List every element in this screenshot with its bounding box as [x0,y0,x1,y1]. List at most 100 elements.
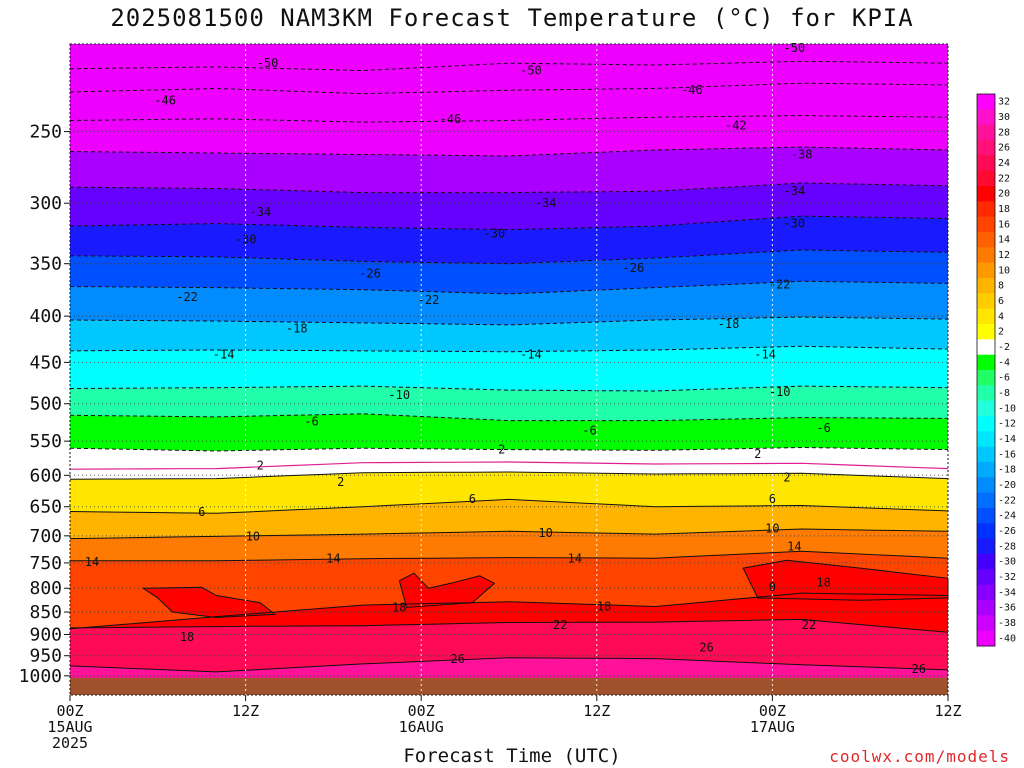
colorbar-label: -18 [998,465,1016,476]
temperature-band [70,317,948,352]
colorbar-label: -22 [998,495,1016,506]
contour-label: -18 [286,322,308,336]
colorbar-label: -26 [998,526,1016,537]
colorbar-swatch [977,569,995,586]
y-tick-label: 950 [29,646,62,667]
colorbar-label: 2 [998,327,1004,338]
y-tick-label: 550 [29,431,62,452]
colorbar-swatch [977,94,995,110]
isotherm-line [69,182,949,194]
colorbar-swatch [977,186,995,202]
isotherm-line [70,550,949,562]
colorbar-label: -6 [998,373,1010,384]
colorbar-swatch [977,385,995,402]
isotherm-line [69,115,949,123]
y-tick-label: 850 [29,602,62,623]
isotherm-line [69,413,949,422]
isotherm-line [69,471,949,480]
contour-label: 14 [787,539,801,553]
contour-label: 22 [553,618,567,632]
y-tick-label: 400 [29,306,62,327]
contour-label: 6 [469,492,476,506]
temperature-band [70,386,948,421]
colorbar-label: -30 [998,557,1016,568]
warm-patch [742,559,949,601]
contour-label: -10 [769,385,791,399]
contour-label: -14 [213,347,235,361]
contour-label: 18 [392,600,406,614]
temperature-band [70,472,948,514]
colorbar-label: 24 [998,158,1010,169]
temperature-band [70,447,948,480]
contour-label: 2 [257,458,264,472]
colorbar-swatch [977,339,995,356]
isotherm-line [69,345,949,353]
x-tick-label: 00Z [56,702,83,720]
temperature-band [70,499,948,539]
colorbar-label: 10 [998,265,1010,276]
colorbar-swatch [977,538,995,555]
colorbar-swatch [977,216,995,233]
colorbar-label: -36 [998,603,1016,614]
colorbar-swatch [977,508,995,524]
ground-layer [70,677,948,695]
temperature-band [70,413,948,451]
y-tick-label: 250 [29,122,62,143]
temperature-band [70,83,948,123]
contour-label: -42 [725,118,747,132]
isotherm-line [69,657,949,673]
colorbar-swatch [977,615,995,632]
colorbar-label: -20 [998,480,1016,491]
contour-label: 2 [337,475,344,489]
isotherm-line [69,316,949,326]
isotherm-line [69,618,949,633]
temperature-band [70,619,948,672]
contour-label: 14 [568,552,582,566]
isotherm-line [69,498,949,514]
y-tick-label: 300 [29,193,62,214]
colorbar-label: -38 [998,618,1016,629]
contour-label: -30 [235,232,257,246]
colorbar-label: 26 [998,143,1010,154]
colorbar-swatch [977,308,995,325]
credit-link[interactable]: coolwx.com/models [829,747,1010,766]
colorbar-label: 22 [998,173,1010,184]
temperature-band [70,250,948,294]
temperature-band [70,183,948,230]
colorbar-label: -24 [998,511,1016,522]
colorbar-swatch [977,324,995,340]
colorbar-label: -16 [998,449,1016,460]
x-tick-label: 17AUG [750,718,795,736]
colorbar-label: -10 [998,403,1016,414]
colorbar-swatch [977,600,995,616]
contour-label: -30 [784,217,806,231]
colorbar-label: 8 [998,281,1004,292]
colorbar-swatch [977,278,995,294]
chart-title: 2025081500 NAM3KM Forecast Temperature (… [110,4,914,32]
contour-label: -6 [816,421,830,435]
contour-label: 10 [765,521,779,535]
temperature-band [70,281,948,325]
x-tick-label: 12Z [934,702,961,720]
temperature-band [70,593,948,633]
contour-label: 6 [198,505,205,519]
colorbar-swatch [977,354,995,371]
temperature-band [70,346,948,391]
contour-label: 2 [754,447,761,461]
contour-label: 18 [816,575,830,589]
contour-label: -30 [484,226,506,240]
colorbar-swatch [977,247,995,264]
colorbar-label: -2 [998,342,1010,353]
contour-label: -34 [535,196,557,210]
colorbar-swatch [977,554,995,570]
colorbar-swatch [977,400,995,417]
colorbar-label: 14 [998,235,1010,246]
colorbar-label: -40 [998,633,1016,644]
contour-label: 2 [498,443,505,457]
colorbar-swatch [977,492,995,509]
colorbar-label: 32 [998,97,1010,108]
colorbar-swatch [977,370,995,386]
colorbar-label: 16 [998,219,1010,230]
colorbar-swatch [977,293,995,310]
isotherm-line [69,446,949,452]
